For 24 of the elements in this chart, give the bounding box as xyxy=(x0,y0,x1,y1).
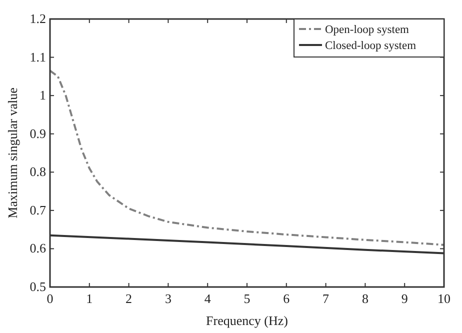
x-tick-label: 10 xyxy=(438,291,450,306)
y-tick-label: 0.5 xyxy=(30,279,46,294)
y-tick-label: 0.9 xyxy=(30,126,46,141)
x-tick-label: 7 xyxy=(322,291,330,306)
y-tick-label: 1 xyxy=(40,88,46,103)
legend-label: Closed-loop system xyxy=(325,40,416,52)
y-tick-label: 0.6 xyxy=(30,240,46,256)
y-tick-label: 1.1 xyxy=(30,49,46,64)
x-tick-label: 1 xyxy=(86,291,93,306)
x-tick-label: 6 xyxy=(283,291,290,306)
line-series xyxy=(49,70,445,246)
x-tick-label: 3 xyxy=(164,291,172,306)
y-tick-label: 0.7 xyxy=(30,202,46,218)
x-tick-label: 8 xyxy=(362,291,368,306)
x-axis-title: Frequency (Hz) xyxy=(206,313,288,328)
y-tick-label: 0.8 xyxy=(30,164,46,180)
x-tick-label: 4 xyxy=(204,291,212,306)
x-tick-label: 9 xyxy=(401,291,408,306)
x-tick-label: 0 xyxy=(46,291,54,306)
y-tick-label: 1.2 xyxy=(30,11,46,26)
x-tick-label: 5 xyxy=(244,291,250,306)
y-axis-title: Maximum singular value xyxy=(5,87,20,218)
legend-label: Open-loop system xyxy=(325,24,410,36)
x-tick-label: 2 xyxy=(126,291,132,306)
